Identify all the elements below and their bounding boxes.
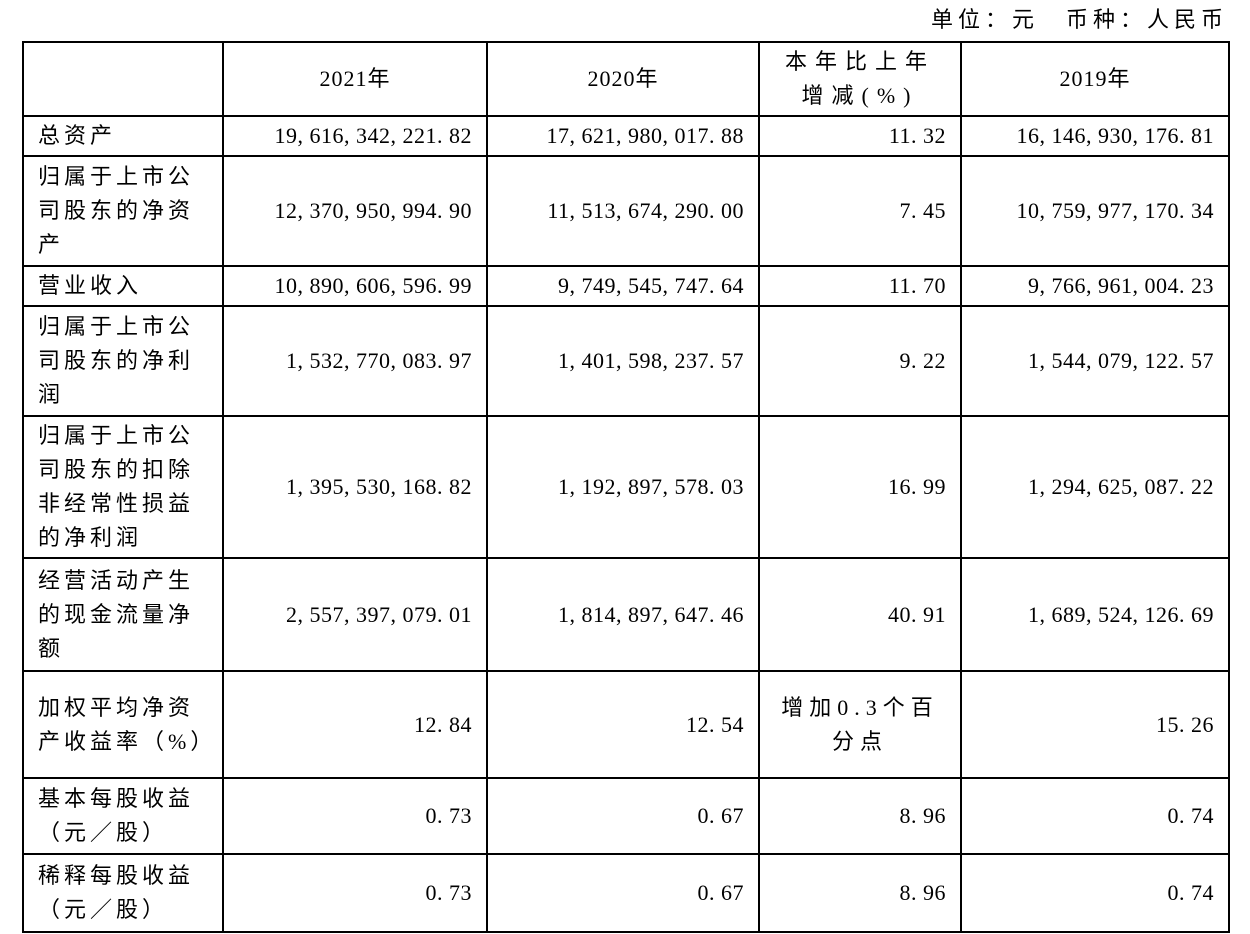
cell-2020: 11, 513, 674, 290. 00 [486, 155, 760, 267]
column-header-2019: 2019年 [960, 41, 1230, 117]
cell-change: 9. 22 [758, 305, 962, 417]
column-header-indicator [22, 41, 224, 117]
cell-change: 增加0.3个百分点 [758, 670, 962, 779]
cell-change: 7. 45 [758, 155, 962, 267]
cell-change: 40. 91 [758, 557, 962, 672]
header-row: 2021年 2020年 本年比上年增减(%) 2019年 [22, 41, 1230, 117]
row-label: 稀释每股收益（元／股） [22, 853, 224, 933]
cell-2021: 2, 557, 397, 079. 01 [222, 557, 488, 672]
cell-2021: 19, 616, 342, 221. 82 [222, 115, 488, 157]
row-label: 归属于上市公司股东的净利润 [22, 305, 224, 417]
row-label: 基本每股收益（元／股） [22, 777, 224, 855]
row-label: 加权平均净资产收益率（%） [22, 670, 224, 779]
row-label: 营业收入 [22, 265, 224, 307]
cell-2020: 17, 621, 980, 017. 88 [486, 115, 760, 157]
cell-2019: 15. 26 [960, 670, 1230, 779]
cell-2021: 0. 73 [222, 777, 488, 855]
cell-2020: 0. 67 [486, 853, 760, 933]
cell-2020: 12. 54 [486, 670, 760, 779]
cell-2019: 1, 689, 524, 126. 69 [960, 557, 1230, 672]
cell-change: 16. 99 [758, 415, 962, 559]
cell-change: 8. 96 [758, 777, 962, 855]
cell-2019: 10, 759, 977, 170. 34 [960, 155, 1230, 267]
table-row-diluted-eps: 稀释每股收益（元／股） 0. 73 0. 67 8. 96 0. 74 [22, 853, 1230, 933]
financial-summary-table: 2021年 2020年 本年比上年增减(%) 2019年 总资产 19, 616… [22, 41, 1230, 933]
table-row-total-assets: 总资产 19, 616, 342, 221. 82 17, 621, 980, … [22, 115, 1230, 157]
cell-2019: 0. 74 [960, 777, 1230, 855]
cell-2019: 9, 766, 961, 004. 23 [960, 265, 1230, 307]
table-row-weighted-avg-roe: 加权平均净资产收益率（%） 12. 84 12. 54 增加0.3个百分点 15… [22, 670, 1230, 779]
cell-2021: 1, 532, 770, 083. 97 [222, 305, 488, 417]
cell-2020: 9, 749, 545, 747. 64 [486, 265, 760, 307]
column-header-2020: 2020年 [486, 41, 760, 117]
table-row-basic-eps: 基本每股收益（元／股） 0. 73 0. 67 8. 96 0. 74 [22, 777, 1230, 855]
table-row-net-assets: 归属于上市公司股东的净资产 12, 370, 950, 994. 90 11, … [22, 155, 1230, 267]
row-label: 归属于上市公司股东的扣除非经常性损益的净利润 [22, 415, 224, 559]
table-row-net-profit: 归属于上市公司股东的净利润 1, 532, 770, 083. 97 1, 40… [22, 305, 1230, 417]
cell-2021: 10, 890, 606, 596. 99 [222, 265, 488, 307]
cell-2021: 1, 395, 530, 168. 82 [222, 415, 488, 559]
column-header-2021: 2021年 [222, 41, 488, 117]
row-label: 经营活动产生的现金流量净额 [22, 557, 224, 672]
currency-unit-note: 单位：元 币种：人民币 [930, 7, 1228, 32]
cell-2020: 0. 67 [486, 777, 760, 855]
table-row-deducted-net-profit: 归属于上市公司股东的扣除非经常性损益的净利润 1, 395, 530, 168.… [22, 415, 1230, 559]
cell-2020: 1, 192, 897, 578. 03 [486, 415, 760, 559]
table-row-operating-cash-flow: 经营活动产生的现金流量净额 2, 557, 397, 079. 01 1, 81… [22, 557, 1230, 672]
row-label: 总资产 [22, 115, 224, 157]
cell-2019: 0. 74 [960, 853, 1230, 933]
cell-change: 8. 96 [758, 853, 962, 933]
cell-2021: 12, 370, 950, 994. 90 [222, 155, 488, 267]
row-label: 归属于上市公司股东的净资产 [22, 155, 224, 267]
cell-change: 11. 70 [758, 265, 962, 307]
cell-2019: 1, 294, 625, 087. 22 [960, 415, 1230, 559]
cell-2021: 12. 84 [222, 670, 488, 779]
cell-change: 11. 32 [758, 115, 962, 157]
column-header-change: 本年比上年增减(%) [758, 41, 962, 117]
cell-2021: 0. 73 [222, 853, 488, 933]
cell-2019: 16, 146, 930, 176. 81 [960, 115, 1230, 157]
cell-2019: 1, 544, 079, 122. 57 [960, 305, 1230, 417]
cell-2020: 1, 814, 897, 647. 46 [486, 557, 760, 672]
table-row-revenue: 营业收入 10, 890, 606, 596. 99 9, 749, 545, … [22, 265, 1230, 307]
cell-2020: 1, 401, 598, 237. 57 [486, 305, 760, 417]
